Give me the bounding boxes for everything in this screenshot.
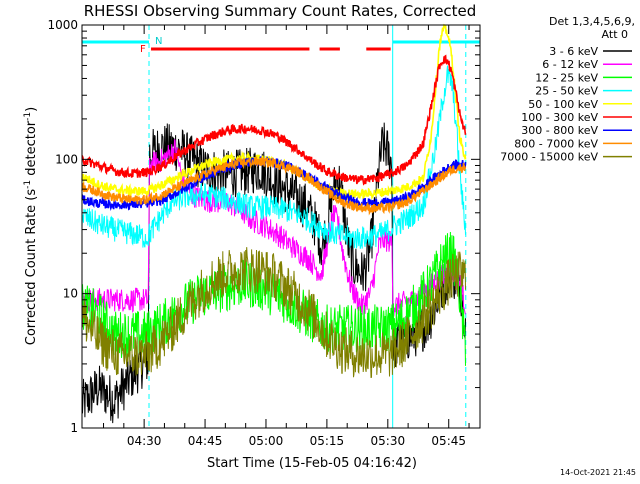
series-line-6 xyxy=(81,54,467,186)
series-line-4 xyxy=(81,65,466,249)
x-tick-label-5: 05:30 xyxy=(371,434,406,448)
series-line-3 xyxy=(81,231,466,366)
legend-label-6: 100 - 300 keV xyxy=(521,111,598,124)
y-tick-label-4: 1000 xyxy=(47,18,78,32)
plot-frame xyxy=(81,24,481,429)
y-axis-label: Corrected Count Rate (s-1 detector-1) xyxy=(23,107,39,345)
series-line-8 xyxy=(81,155,467,216)
legend-header-1: Det 1,3,4,5,6,9, xyxy=(549,15,635,28)
x-tick-label-2: 04:45 xyxy=(188,434,223,448)
legend-label-7: 300 - 800 keV xyxy=(521,124,598,137)
legend-label-8: 800 - 7000 keV xyxy=(514,137,598,150)
y-tick-label-1: 1 xyxy=(70,421,78,435)
chart-title: RHESSI Observing Summary Count Rates, Co… xyxy=(84,2,477,20)
y-tick-label-3: 100 xyxy=(55,152,78,166)
y-axis-label-mid: detector xyxy=(24,120,39,180)
legend-label-3: 12 - 25 keV xyxy=(535,71,598,84)
legend-label-5: 50 - 100 keV xyxy=(528,98,598,111)
axes: 1 10 100 1000 04:30 04:45 05:00 05:15 05:30 05:45 xyxy=(47,18,480,448)
marker-n: N xyxy=(155,36,162,47)
x-tick-label-1: 04:30 xyxy=(127,434,162,448)
legend-label-2: 6 - 12 keV xyxy=(542,58,598,71)
y-axis-label-sup1: -1 xyxy=(23,180,33,189)
y-axis-label-sup2: -1 xyxy=(23,112,33,121)
series-line-9 xyxy=(81,247,466,379)
x-axis-label: Start Time (15-Feb-05 04:16:42) xyxy=(207,456,417,471)
legend-label-1: 3 - 6 keV xyxy=(549,45,598,58)
legend-label-4: 25 - 50 keV xyxy=(535,85,598,98)
x-tick-label-4: 05:15 xyxy=(310,434,345,448)
x-tick-label-3: 05:00 xyxy=(249,434,284,448)
legend-header-2: Att 0 xyxy=(602,28,628,41)
plot-area xyxy=(81,23,480,428)
legend-label-9: 7000 - 15000 keV xyxy=(500,151,598,164)
y-axis-label-main: Corrected Count Rate (s xyxy=(24,189,39,346)
y-tick-label-2: 10 xyxy=(63,287,78,301)
y-axis-label-end: ) xyxy=(24,107,39,112)
x-tick-label-6: 05:45 xyxy=(431,434,466,448)
timestamp: 14-Oct-2021 21:45 xyxy=(560,468,636,477)
marker-f: F xyxy=(140,44,146,55)
